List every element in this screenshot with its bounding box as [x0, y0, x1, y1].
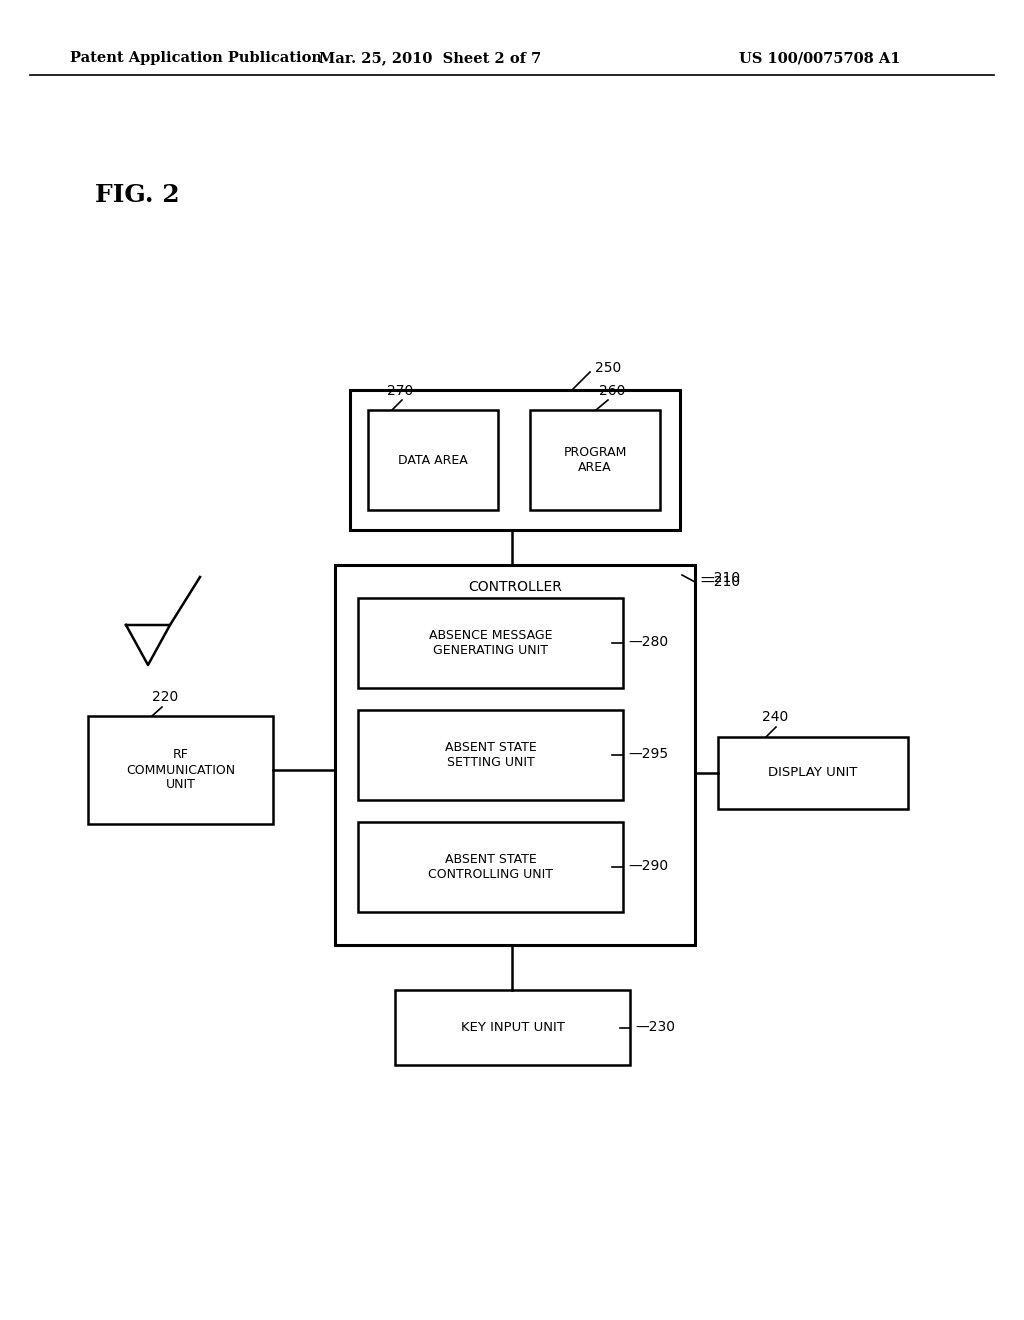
Text: KEY INPUT UNIT: KEY INPUT UNIT: [461, 1020, 564, 1034]
Text: —210: —210: [700, 572, 740, 585]
Text: US 100/0075708 A1: US 100/0075708 A1: [739, 51, 901, 65]
Text: —295: —295: [628, 747, 668, 762]
Text: —290: —290: [628, 859, 668, 873]
Bar: [530, 411, 660, 510]
Text: —280: —280: [628, 635, 668, 649]
Text: —210: —210: [700, 576, 740, 589]
Text: DATA AREA: DATA AREA: [398, 454, 468, 466]
Bar: [358, 710, 623, 800]
Text: PROGRAM
AREA: PROGRAM AREA: [563, 446, 627, 474]
Text: 220: 220: [152, 690, 178, 704]
Text: —230: —230: [635, 1020, 675, 1034]
Text: 260: 260: [599, 384, 626, 399]
Text: 240: 240: [762, 710, 788, 723]
Text: ABSENT STATE
SETTING UNIT: ABSENT STATE SETTING UNIT: [444, 741, 537, 770]
Bar: [718, 737, 908, 809]
Bar: [335, 565, 695, 945]
Bar: [368, 411, 498, 510]
Text: RF
COMMUNICATION
UNIT: RF COMMUNICATION UNIT: [126, 748, 236, 792]
Text: DISPLAY UNIT: DISPLAY UNIT: [768, 767, 858, 780]
Bar: [88, 715, 273, 824]
Text: FIG. 2: FIG. 2: [95, 183, 179, 207]
Text: 270: 270: [387, 384, 413, 399]
Text: ABSENT STATE
CONTROLLING UNIT: ABSENT STATE CONTROLLING UNIT: [428, 853, 553, 880]
Text: 250: 250: [595, 360, 622, 375]
Text: CONTROLLER: CONTROLLER: [468, 579, 562, 594]
Bar: [395, 990, 630, 1065]
Text: Patent Application Publication: Patent Application Publication: [70, 51, 322, 65]
Text: ABSENCE MESSAGE
GENERATING UNIT: ABSENCE MESSAGE GENERATING UNIT: [429, 630, 552, 657]
Bar: [358, 822, 623, 912]
Bar: [350, 389, 680, 531]
Text: Mar. 25, 2010  Sheet 2 of 7: Mar. 25, 2010 Sheet 2 of 7: [318, 51, 541, 65]
Bar: [358, 598, 623, 688]
